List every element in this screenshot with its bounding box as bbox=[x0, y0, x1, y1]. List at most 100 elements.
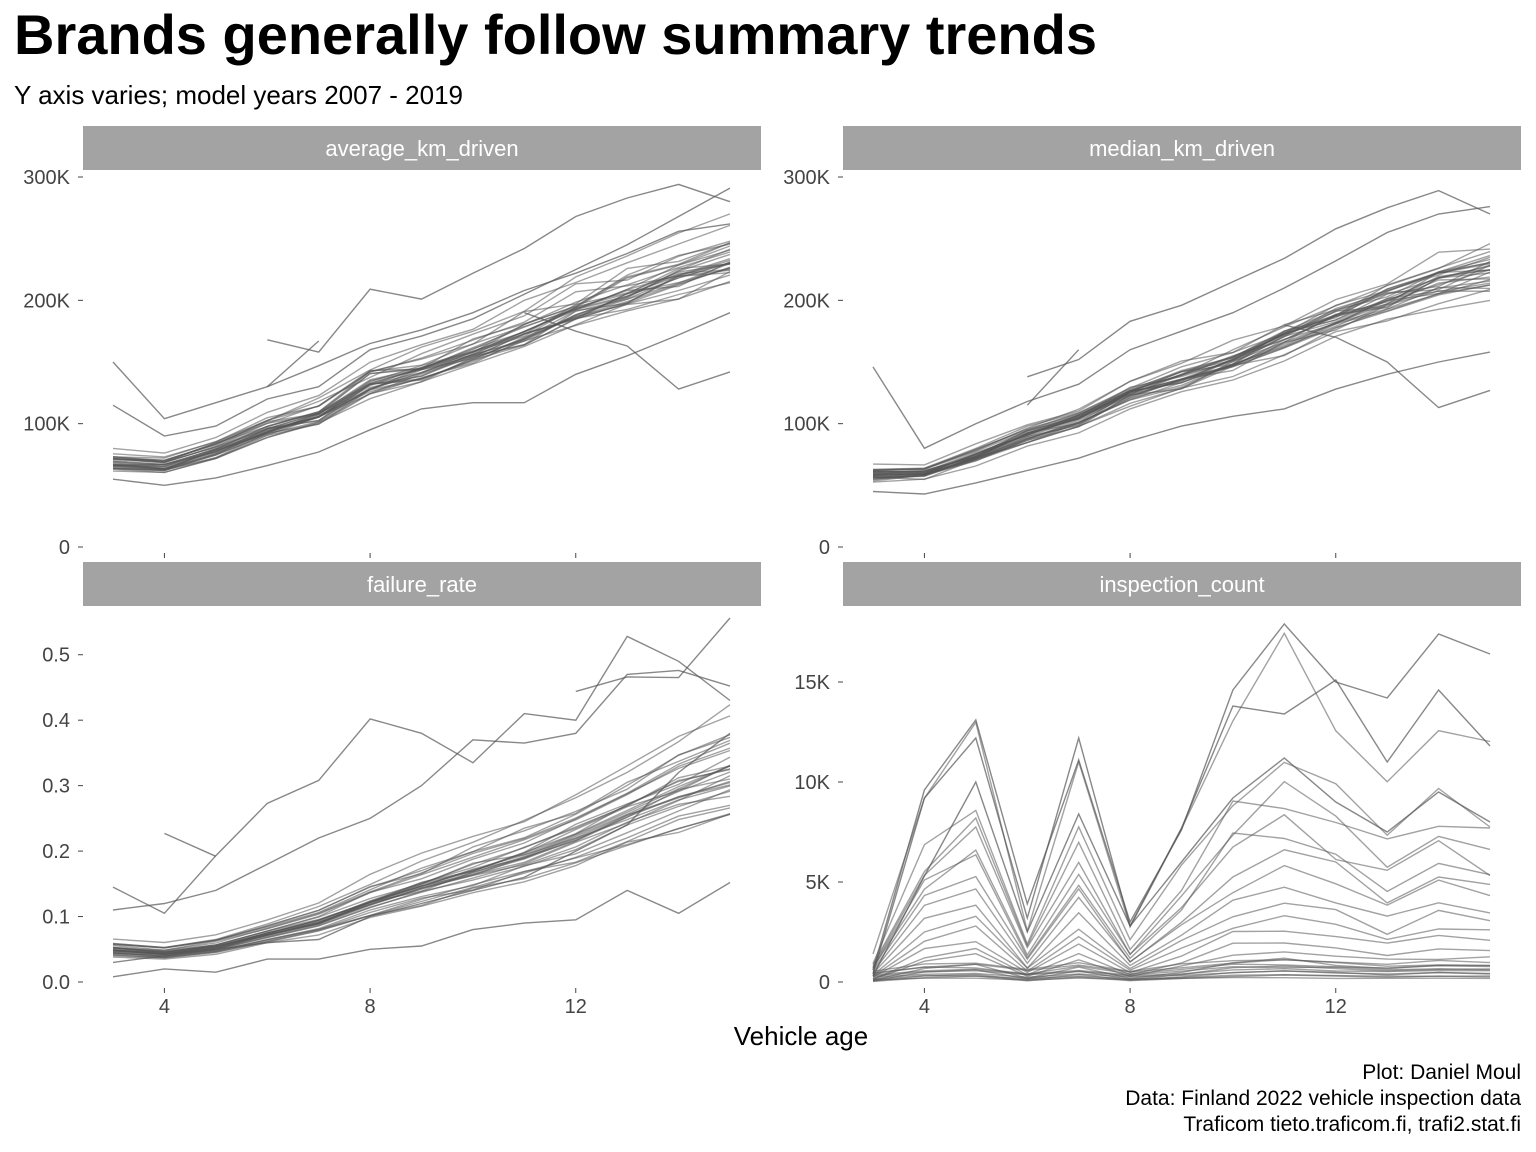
brand-series-line bbox=[112, 739, 731, 949]
facet-inspection-count: inspection_count 0 5K 10K 15K 4 8 12 bbox=[794, 562, 1521, 1018]
brand-series-line bbox=[872, 269, 1491, 472]
brand-series-line bbox=[872, 780, 1491, 967]
brand-series-line bbox=[112, 312, 731, 487]
brand-series-line bbox=[266, 340, 320, 388]
brand-series-line bbox=[524, 312, 731, 390]
facet-strip bbox=[83, 126, 761, 170]
brand-series-line bbox=[112, 224, 731, 454]
brand-series-line bbox=[872, 832, 1491, 969]
brand-series-line bbox=[112, 282, 731, 463]
brand-series-line bbox=[112, 262, 731, 474]
x-tick-label: 4 bbox=[159, 996, 170, 1018]
brand-series-line bbox=[112, 764, 731, 953]
y-tick-label: 0 bbox=[819, 972, 830, 994]
y-tick-label: 15K bbox=[794, 672, 830, 694]
brand-series-line bbox=[112, 732, 731, 964]
brand-series-line bbox=[164, 832, 217, 857]
brand-series-line bbox=[112, 742, 731, 952]
brand-series-line bbox=[872, 622, 1491, 971]
brand-series-line bbox=[872, 930, 1491, 978]
brand-series-line bbox=[872, 963, 1491, 975]
y-tick-label: 200K bbox=[23, 290, 70, 312]
brand-series-line bbox=[872, 914, 1491, 977]
plot-subtitle: Y axis varies; model years 2007 - 2019 bbox=[14, 80, 463, 110]
brand-series-line bbox=[112, 813, 731, 958]
y-tick-label: 300K bbox=[783, 167, 830, 189]
brand-series-line bbox=[1027, 189, 1491, 378]
brand-series-line bbox=[872, 886, 1491, 974]
brand-series-line bbox=[872, 849, 1491, 971]
brand-series-line bbox=[112, 765, 731, 954]
brand-series-line bbox=[872, 262, 1491, 470]
x-tick-label: 8 bbox=[1125, 996, 1136, 1018]
brand-series-line bbox=[112, 881, 731, 978]
brand-series-line bbox=[575, 617, 731, 693]
facet-median-km-driven: median_km_driven 0 100K 200K 300K bbox=[783, 126, 1521, 559]
plot-title: Brands generally follow summary trends bbox=[14, 3, 1097, 66]
brand-series-line bbox=[1026, 349, 1080, 406]
brand-series-line bbox=[872, 813, 1491, 968]
brand-series-line bbox=[872, 205, 1491, 450]
brand-series-line bbox=[872, 631, 1491, 955]
brand-series-line bbox=[872, 976, 1491, 981]
brand-series-line bbox=[872, 280, 1491, 478]
y-tick-label: 5K bbox=[806, 872, 831, 894]
brand-series-line bbox=[872, 757, 1491, 977]
brand-series-line bbox=[872, 800, 1491, 966]
brand-series-line bbox=[872, 263, 1491, 476]
y-tick-label: 0 bbox=[59, 537, 70, 559]
y-tick-label: 10K bbox=[794, 772, 830, 794]
y-tick-label: 0.1 bbox=[42, 907, 70, 929]
brand-series-line bbox=[872, 902, 1491, 976]
brand-series-line bbox=[872, 864, 1491, 973]
brand-series-line bbox=[112, 813, 731, 960]
brand-series-line bbox=[872, 973, 1491, 980]
brand-series-line bbox=[872, 942, 1491, 980]
y-tick-label: 0.3 bbox=[42, 776, 70, 798]
brand-series-line bbox=[872, 299, 1491, 483]
brand-series-line bbox=[872, 256, 1491, 466]
x-tick-label: 12 bbox=[565, 996, 587, 1018]
brand-series-line bbox=[112, 635, 731, 915]
y-tick-label: 100K bbox=[783, 414, 830, 436]
brand-series-line bbox=[112, 775, 731, 956]
y-tick-label: 200K bbox=[783, 290, 830, 312]
x-tick-label: 8 bbox=[365, 996, 376, 1018]
brand-series-line bbox=[267, 183, 731, 353]
facet-strip-label: failure_rate bbox=[367, 572, 477, 597]
brand-series-line bbox=[112, 795, 731, 956]
brand-series-line bbox=[872, 284, 1491, 472]
brand-series-line bbox=[872, 951, 1491, 980]
caption-line: Data: Finland 2022 vehicle inspection da… bbox=[1125, 1087, 1521, 1110]
brand-series-line bbox=[872, 965, 1491, 976]
y-tick-label: 0.2 bbox=[42, 841, 70, 863]
brand-series-line bbox=[112, 756, 731, 955]
brand-series-line bbox=[112, 242, 731, 470]
facet-strip-label: average_km_driven bbox=[325, 136, 518, 161]
brand-series-line bbox=[872, 967, 1491, 977]
brand-series-line bbox=[872, 271, 1491, 473]
brand-series-line bbox=[1284, 324, 1491, 409]
y-tick-label: 0 bbox=[819, 537, 830, 559]
brand-series-line bbox=[112, 251, 731, 463]
x-tick-label: 4 bbox=[919, 996, 930, 1018]
brand-series-line bbox=[872, 958, 1491, 974]
x-tick-label: 12 bbox=[1325, 996, 1347, 1018]
brand-series-line bbox=[872, 351, 1491, 495]
facet-failure-rate: failure_rate 0.0 0.1 0.2 0.3 0.4 0.5 4 8 12 bbox=[42, 562, 761, 1018]
caption-line: Plot: Daniel Moul bbox=[1362, 1061, 1521, 1084]
brand-series-line bbox=[872, 248, 1491, 471]
brand-series-line bbox=[872, 761, 1491, 964]
caption-line: Traficom tieto.traficom.fi, trafi2.stat.… bbox=[1183, 1113, 1521, 1136]
brand-series-line bbox=[872, 959, 1491, 973]
brand-series-line bbox=[112, 704, 731, 949]
y-tick-label: 0.0 bbox=[42, 972, 70, 994]
y-tick-label: 0.4 bbox=[42, 710, 70, 732]
brand-series-line bbox=[112, 749, 731, 952]
facet-average-km-driven: average_km_driven 0 100K 200K 300K bbox=[23, 126, 761, 559]
plot-caption: Plot: Daniel Moul Data: Finland 2022 veh… bbox=[1125, 1060, 1521, 1138]
brand-series-line bbox=[112, 747, 731, 951]
brand-series-line bbox=[112, 245, 731, 468]
brand-series-line bbox=[112, 715, 731, 944]
